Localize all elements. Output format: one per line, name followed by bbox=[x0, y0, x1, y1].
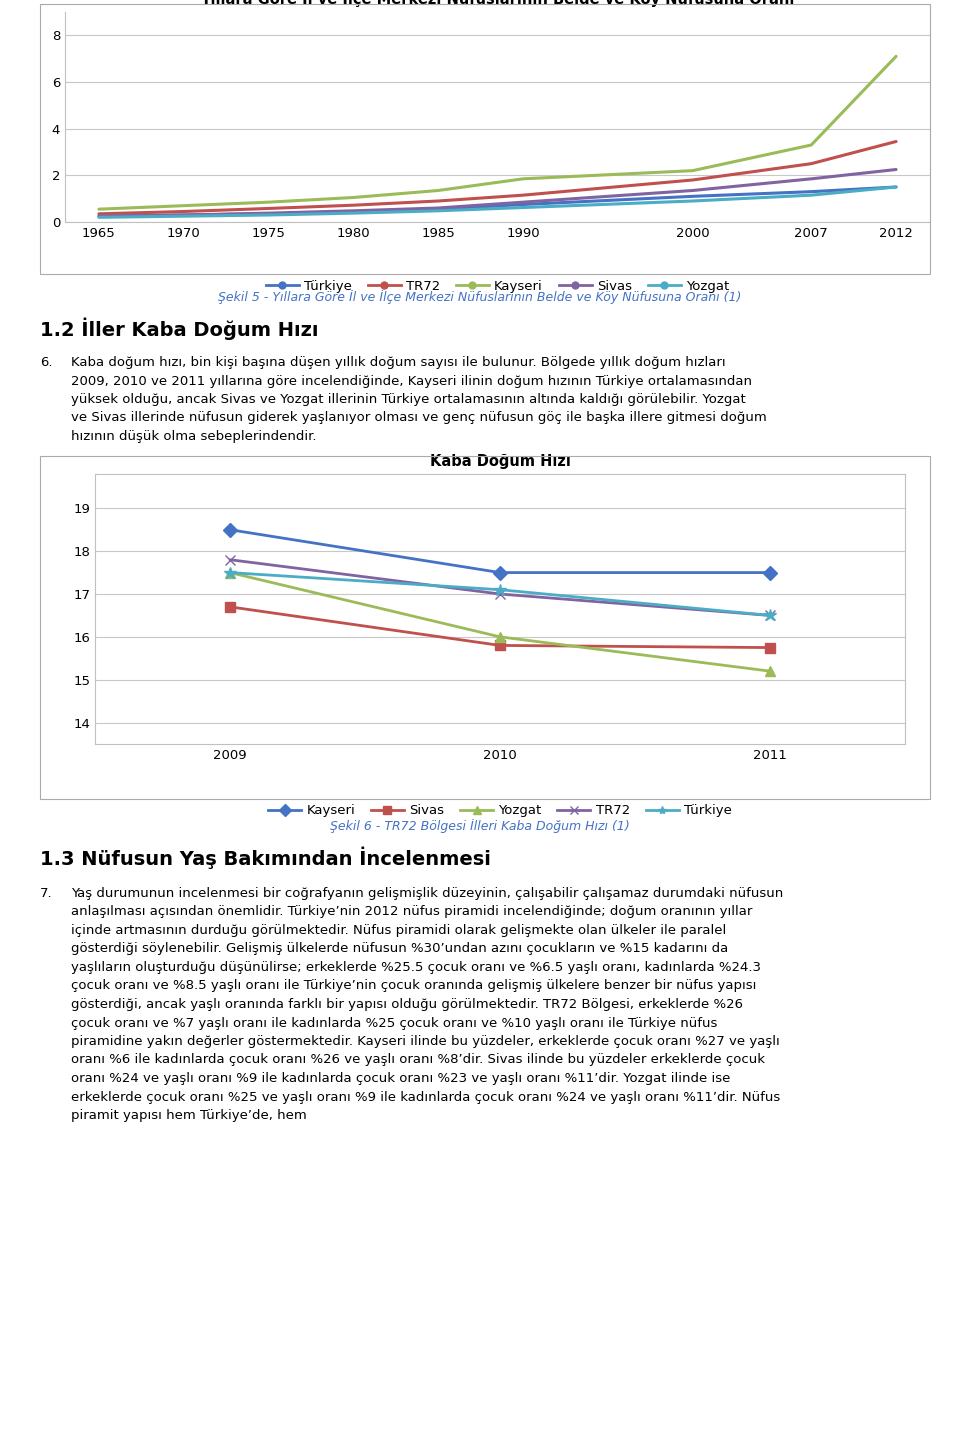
Text: Yaş durumunun incelenmesi bir coğrafyanın gelişmişlik düzeyinin, çalışabilir çal: Yaş durumunun incelenmesi bir coğrafyanı… bbox=[71, 887, 783, 1123]
Text: Şekil 6 - TR72 Bölgesi İlleri Kaba Doğum Hızı (1): Şekil 6 - TR72 Bölgesi İlleri Kaba Doğum… bbox=[330, 818, 630, 833]
Text: 1.3 Nüfusun Yaş Bakımından İncelenmesi: 1.3 Nüfusun Yaş Bakımından İncelenmesi bbox=[40, 847, 491, 869]
Text: 7.: 7. bbox=[40, 887, 53, 900]
Text: Kaba doğum hızı, bin kişi başına düşen yıllık doğum sayısı ile bulunur. Bölgede : Kaba doğum hızı, bin kişi başına düşen y… bbox=[71, 357, 766, 443]
Legend: Kayseri, Sivas, Yozgat, TR72, Türkiye: Kayseri, Sivas, Yozgat, TR72, Türkiye bbox=[263, 799, 737, 823]
Text: 6.: 6. bbox=[40, 357, 53, 368]
Text: 1.2 İller Kaba Doğum Hızı: 1.2 İller Kaba Doğum Hızı bbox=[40, 317, 319, 341]
Legend: Türkiye, TR72, Kayseri, Sivas, Yozgat: Türkiye, TR72, Kayseri, Sivas, Yozgat bbox=[260, 275, 734, 298]
Text: Şekil 5 - Yıllara Göre İl ve İlçe Merkezi Nüfuslarının Belde ve Köy Nüfusuna Ora: Şekil 5 - Yıllara Göre İl ve İlçe Merkez… bbox=[218, 290, 742, 304]
Title: Kaba Doğum Hızı: Kaba Doğum Hızı bbox=[429, 454, 570, 469]
Title: Yıllara Göre İl ve İlçe Merkezi Nüfuslarının Belde ve Köy Nüfusuna Oranı: Yıllara Göre İl ve İlçe Merkezi Nüfuslar… bbox=[201, 0, 795, 7]
